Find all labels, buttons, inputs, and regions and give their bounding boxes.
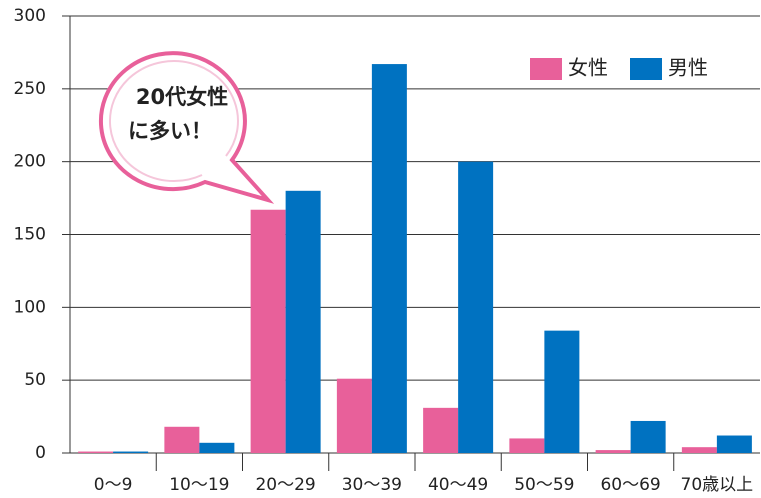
speech-bubble-inner <box>109 60 239 183</box>
legend-swatch <box>530 58 562 80</box>
bar <box>113 451 149 453</box>
x-tick-label: 60～69 <box>600 475 660 495</box>
bar <box>630 420 666 453</box>
bar <box>250 209 286 453</box>
x-tick-label: 30～39 <box>342 475 402 495</box>
legend-swatch <box>630 58 662 80</box>
bar <box>371 64 407 453</box>
x-tick-label: 20～29 <box>255 475 315 495</box>
bar <box>78 451 114 453</box>
y-tick-label: 100 <box>14 297 46 317</box>
y-tick-label: 200 <box>14 152 46 172</box>
x-tick-label: 10～19 <box>169 475 229 495</box>
y-tick-label: 300 <box>14 6 46 26</box>
x-tick-label: 0～9 <box>94 475 133 495</box>
bar <box>544 330 580 453</box>
bar <box>423 407 459 453</box>
legend-label: 男性 <box>668 56 708 80</box>
speech-bubble <box>98 51 275 204</box>
bar <box>199 442 235 453</box>
bar <box>285 190 321 454</box>
bar <box>716 435 752 453</box>
x-tick-label: 50～59 <box>514 475 574 495</box>
bar <box>458 161 494 453</box>
y-tick-label: 150 <box>14 225 46 245</box>
y-tick-label: 0 <box>35 443 46 463</box>
x-tick-label: 40～49 <box>428 475 488 495</box>
annotation: 20代女性 <box>136 85 228 109</box>
x-tick-label: 70歳以上 <box>681 475 754 495</box>
y-tick-label: 50 <box>24 370 46 390</box>
bar <box>164 426 200 453</box>
annotation: に多い！ <box>128 119 212 143</box>
bar <box>336 378 372 453</box>
y-tick-label: 250 <box>14 79 46 99</box>
bar <box>509 438 545 453</box>
bar <box>681 447 717 453</box>
bar <box>595 450 631 453</box>
legend-label: 女性 <box>568 56 608 80</box>
